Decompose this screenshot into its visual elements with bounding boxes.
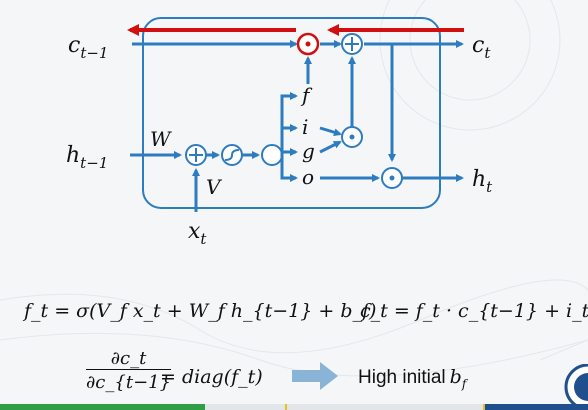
cell-add-node [341,33,363,55]
lstm-diagram: ct−1 ct ht−1 ht xt W V f i g o [66,17,493,248]
lstm-cell-box [142,17,441,209]
label-gate-g: g [302,139,315,163]
forget-multiply-node [296,32,320,56]
input-add-node [185,144,207,166]
derivative-numerator: ∂c_t [86,348,172,370]
label-weight-W: W [150,127,172,151]
university-logo-icon [564,364,588,410]
label-gate-o: o [302,165,314,189]
input-multiply-node [341,126,363,148]
label-x-t: xt [188,219,207,248]
bottom-color-bar [0,404,588,410]
formula-cell-state: c_t = f_t · c_{t−1} + i_t · g_t [360,300,588,322]
output-multiply-node [381,167,403,189]
sigmoid-node [221,144,243,166]
label-c-prev: ct−1 [68,33,108,62]
derivative-denominator: ∂c_{t−1} [86,372,172,393]
derivative-rhs: = diag(f_t) [160,366,263,388]
label-weight-V: V [206,175,223,199]
derivative-fraction: ∂c_t ∂c_{t−1} [86,348,172,393]
label-h-prev: ht−1 [66,143,108,172]
split-node [261,144,283,166]
formula-forget-gate: f_t = σ(V_f x_t + W_f h_{t−1} + b_f) [24,300,377,322]
label-gate-i: i [302,115,308,139]
label-gate-f: f [300,83,313,107]
right-arrow-icon [292,362,338,390]
note-high-initial-bias: High initial bf [358,366,467,391]
label-h-t: ht [472,167,493,196]
label-c-t: ct [472,33,491,62]
